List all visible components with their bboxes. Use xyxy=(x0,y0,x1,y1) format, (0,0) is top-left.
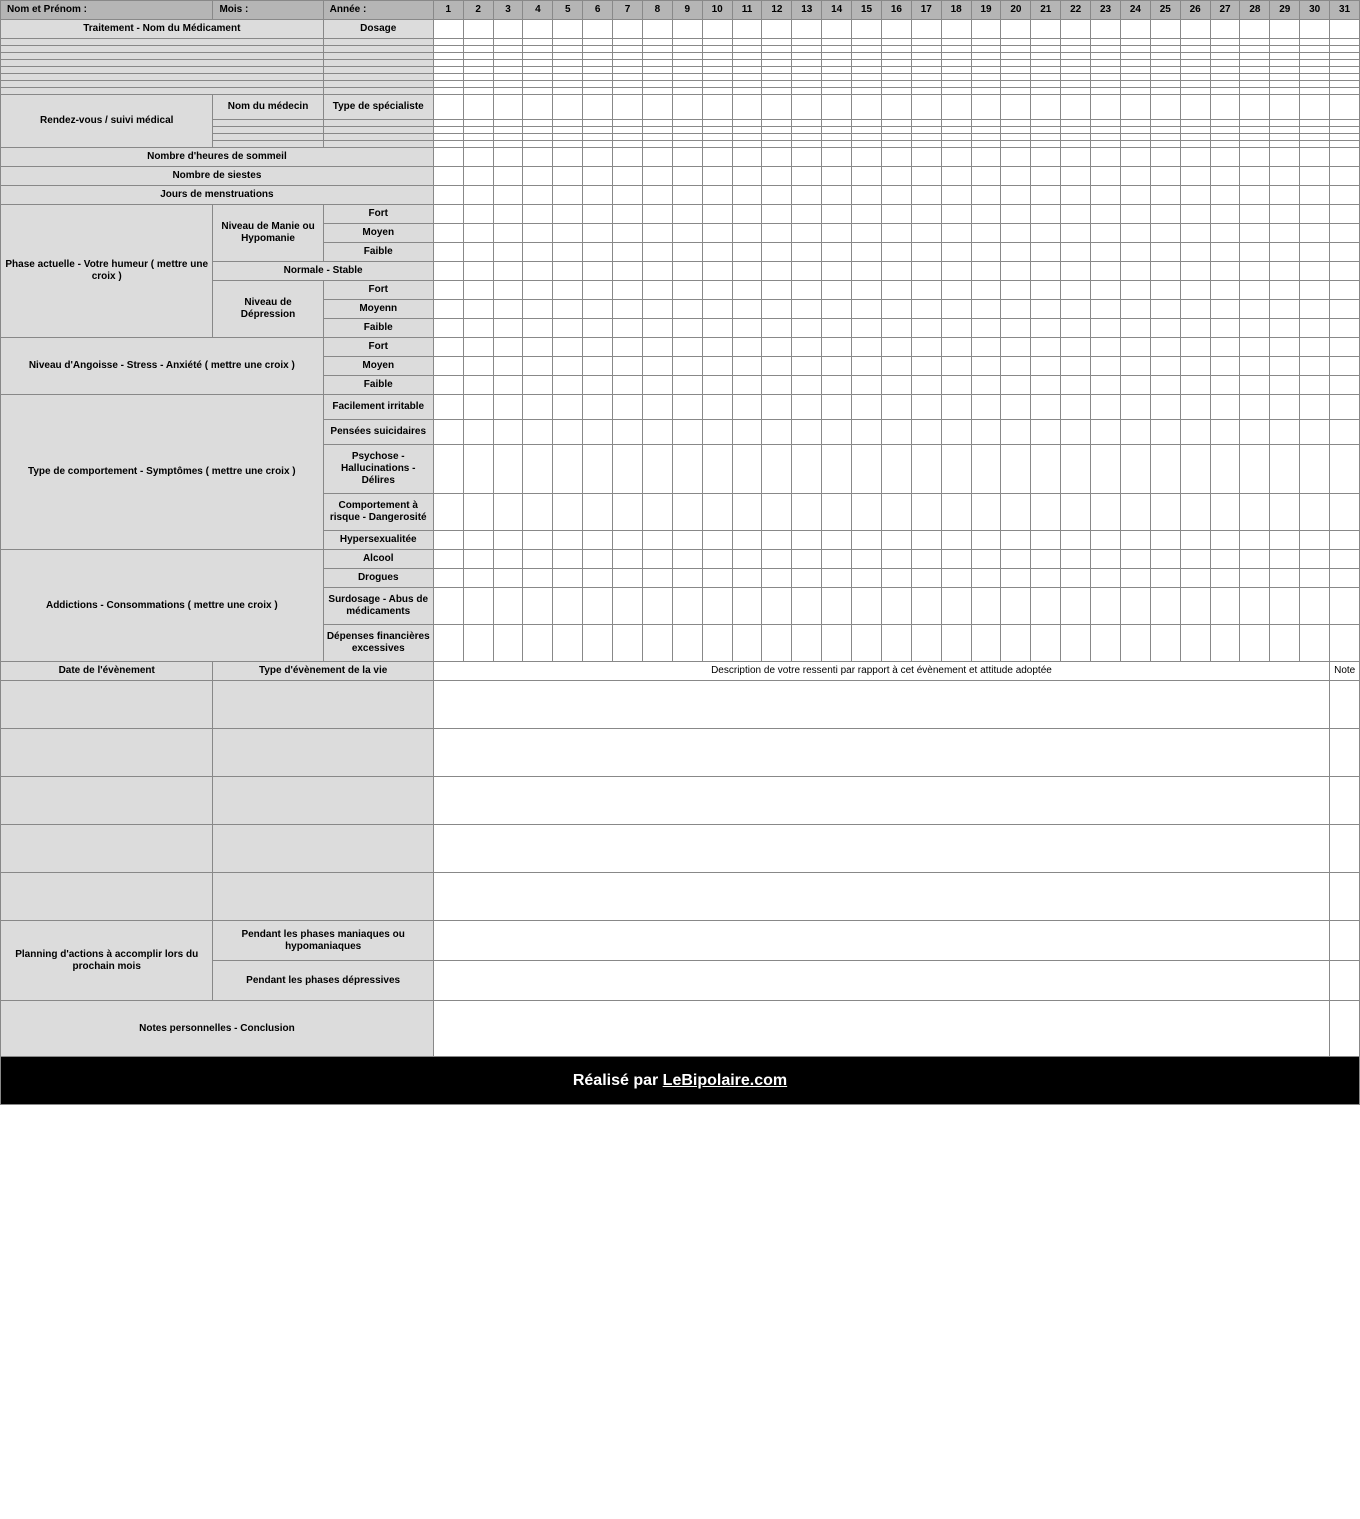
treatment-header-row: Traitement - Nom du Médicament Dosage xyxy=(1,20,1360,39)
treatment-med-header: Traitement - Nom du Médicament xyxy=(1,20,324,39)
name-label: Nom et Prénom : xyxy=(1,1,213,20)
planning-section: Planning d'actions à accomplir lors du p… xyxy=(1,921,213,1001)
behavior-psychosis: Psychose - Hallucinations - Délires xyxy=(323,445,433,494)
event-date-input[interactable] xyxy=(1,681,213,729)
day-15: 15 xyxy=(852,1,882,20)
day-22: 22 xyxy=(1061,1,1091,20)
day-23: 23 xyxy=(1091,1,1121,20)
planning-depressive-input[interactable] xyxy=(433,961,1329,1001)
event-desc-header: Description de votre ressenti par rappor… xyxy=(433,662,1329,681)
mood-tracker-table: Nom et Prénom : Mois : Année : 1 2 3 4 5… xyxy=(0,0,1360,1105)
day-17: 17 xyxy=(911,1,941,20)
phase-normal: Normale - Stable xyxy=(213,262,433,281)
depression-moyenn: Moyenn xyxy=(323,300,433,319)
day-cell[interactable] xyxy=(433,20,463,39)
event-desc-input[interactable] xyxy=(433,681,1329,729)
behavior-hypersex: Hypersexualitée xyxy=(323,531,433,550)
day-2: 2 xyxy=(463,1,493,20)
doctor-header: Nom du médecin xyxy=(213,95,323,120)
behavior-suicidal: Pensées suicidaires xyxy=(323,420,433,445)
day-13: 13 xyxy=(792,1,822,20)
specialist-header: Type de spécialiste xyxy=(323,95,433,120)
event-note-input[interactable] xyxy=(1330,681,1360,729)
day-12: 12 xyxy=(762,1,792,20)
footer-site: LeBipolaire.com xyxy=(663,1072,787,1089)
anxiety-fort: Fort xyxy=(323,338,433,357)
day-28: 28 xyxy=(1240,1,1270,20)
anxiety-faible: Faible xyxy=(323,376,433,395)
day-24: 24 xyxy=(1120,1,1150,20)
behavior-irritable: Facilement irritable xyxy=(323,395,433,420)
day-11: 11 xyxy=(732,1,762,20)
mania-faible: Faible xyxy=(323,243,433,262)
day-27: 27 xyxy=(1210,1,1240,20)
day-20: 20 xyxy=(1001,1,1031,20)
menstruation: Jours de menstruations xyxy=(1,186,434,205)
day-10: 10 xyxy=(702,1,732,20)
depression-fort: Fort xyxy=(323,281,433,300)
anxiety-section: Niveau d'Angoisse - Stress - Anxiété ( m… xyxy=(1,338,324,395)
day-9: 9 xyxy=(672,1,702,20)
med-input[interactable] xyxy=(1,39,324,46)
addiction-spending: Dépenses financières excessives xyxy=(323,625,433,662)
day-19: 19 xyxy=(971,1,1001,20)
addictions-section: Addictions - Consommations ( mettre une … xyxy=(1,550,324,662)
phase-section: Phase actuelle - Votre humeur ( mettre u… xyxy=(1,205,213,338)
appointments-section: Rendez-vous / suivi médical xyxy=(1,95,213,148)
anxiety-moyen: Moyen xyxy=(323,357,433,376)
year-label: Année : xyxy=(323,1,433,20)
event-note-header: Note xyxy=(1330,662,1360,681)
naps: Nombre de siestes xyxy=(1,167,434,186)
day-21: 21 xyxy=(1031,1,1061,20)
day-8: 8 xyxy=(642,1,672,20)
event-type-input[interactable] xyxy=(213,681,433,729)
day-5: 5 xyxy=(553,1,583,20)
footer: Réalisé par LeBipolaire.com xyxy=(1,1057,1360,1105)
day-26: 26 xyxy=(1180,1,1210,20)
sleep-hours: Nombre d'heures de sommeil xyxy=(1,148,434,167)
day-31: 31 xyxy=(1330,1,1360,20)
footer-prefix: Réalisé par xyxy=(573,1072,663,1089)
dosage-input[interactable] xyxy=(323,39,433,46)
mania-moyen: Moyen xyxy=(323,224,433,243)
day-16: 16 xyxy=(881,1,911,20)
planning-manic: Pendant les phases maniaques ou hypomani… xyxy=(213,921,433,961)
addiction-alcohol: Alcool xyxy=(323,550,433,569)
notes-section: Notes personnelles - Conclusion xyxy=(1,1001,434,1057)
planning-depressive: Pendant les phases dépressives xyxy=(213,961,433,1001)
depression-label: Niveau de Dépression xyxy=(213,281,323,338)
day-29: 29 xyxy=(1270,1,1300,20)
behavior-section: Type de comportement - Symptômes ( mettr… xyxy=(1,395,324,550)
planning-manic-input[interactable] xyxy=(433,921,1329,961)
day-25: 25 xyxy=(1150,1,1180,20)
header-row: Nom et Prénom : Mois : Année : 1 2 3 4 5… xyxy=(1,1,1360,20)
day-30: 30 xyxy=(1300,1,1330,20)
mania-fort: Fort xyxy=(323,205,433,224)
day-4: 4 xyxy=(523,1,553,20)
event-type-header: Type d'évènement de la vie xyxy=(213,662,433,681)
addiction-drugs: Drogues xyxy=(323,569,433,588)
day-3: 3 xyxy=(493,1,523,20)
day-7: 7 xyxy=(613,1,643,20)
day-18: 18 xyxy=(941,1,971,20)
day-6: 6 xyxy=(583,1,613,20)
treatment-dosage-header: Dosage xyxy=(323,20,433,39)
day-14: 14 xyxy=(822,1,852,20)
event-date-header: Date de l'évènement xyxy=(1,662,213,681)
depression-faible: Faible xyxy=(323,319,433,338)
notes-input[interactable] xyxy=(433,1001,1329,1057)
behavior-risk: Comportement à risque - Dangerosité xyxy=(323,494,433,531)
month-label: Mois : xyxy=(213,1,323,20)
mania-label: Niveau de Manie ou Hypomanie xyxy=(213,205,323,262)
day-1: 1 xyxy=(433,1,463,20)
addiction-overdose: Surdosage - Abus de médicaments xyxy=(323,588,433,625)
